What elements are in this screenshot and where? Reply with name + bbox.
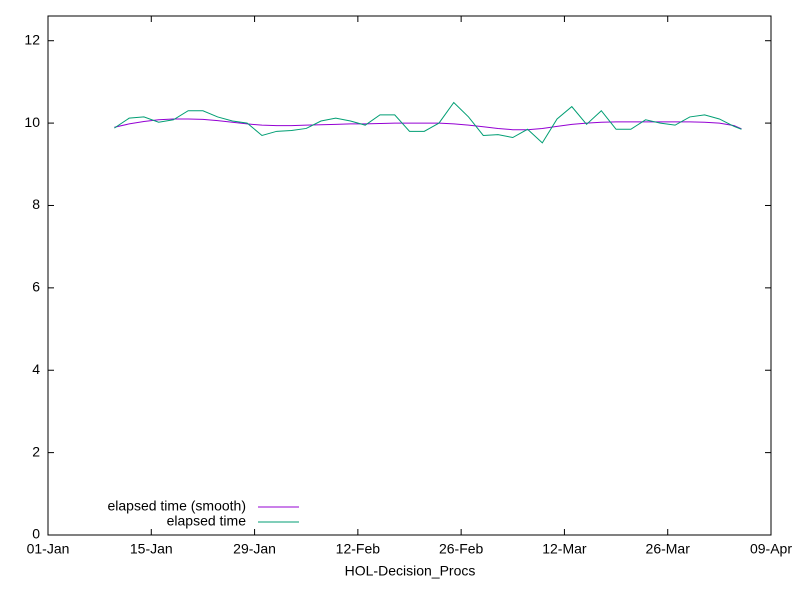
series-line xyxy=(114,101,742,144)
plot-frame xyxy=(47,15,772,536)
x-tick-label: 01-Jan xyxy=(27,541,70,557)
x-tick-label: 26-Feb xyxy=(439,541,484,557)
x-tick-label: 15-Jan xyxy=(130,541,173,557)
y-tick-label: 8 xyxy=(32,196,40,212)
legend-label: elapsed time xyxy=(167,513,247,529)
y-tick-label: 2 xyxy=(32,443,40,459)
legend-label: elapsed time (smooth) xyxy=(107,498,246,514)
y-tick-label: 12 xyxy=(24,31,40,47)
x-tick-label: 26-Mar xyxy=(646,541,691,557)
x-tick-label: 12-Feb xyxy=(336,541,381,557)
x-axis-label: HOL-Decision_Procs xyxy=(345,563,476,579)
x-tick-label: 09-Apr xyxy=(750,541,792,557)
y-tick-label: 0 xyxy=(32,526,40,542)
x-tick-label: 29-Jan xyxy=(233,541,276,557)
y-tick-label: 4 xyxy=(32,361,40,377)
x-tick-label: 12-Mar xyxy=(542,541,587,557)
y-tick-label: 6 xyxy=(32,279,40,295)
y-tick-label: 10 xyxy=(24,114,40,130)
